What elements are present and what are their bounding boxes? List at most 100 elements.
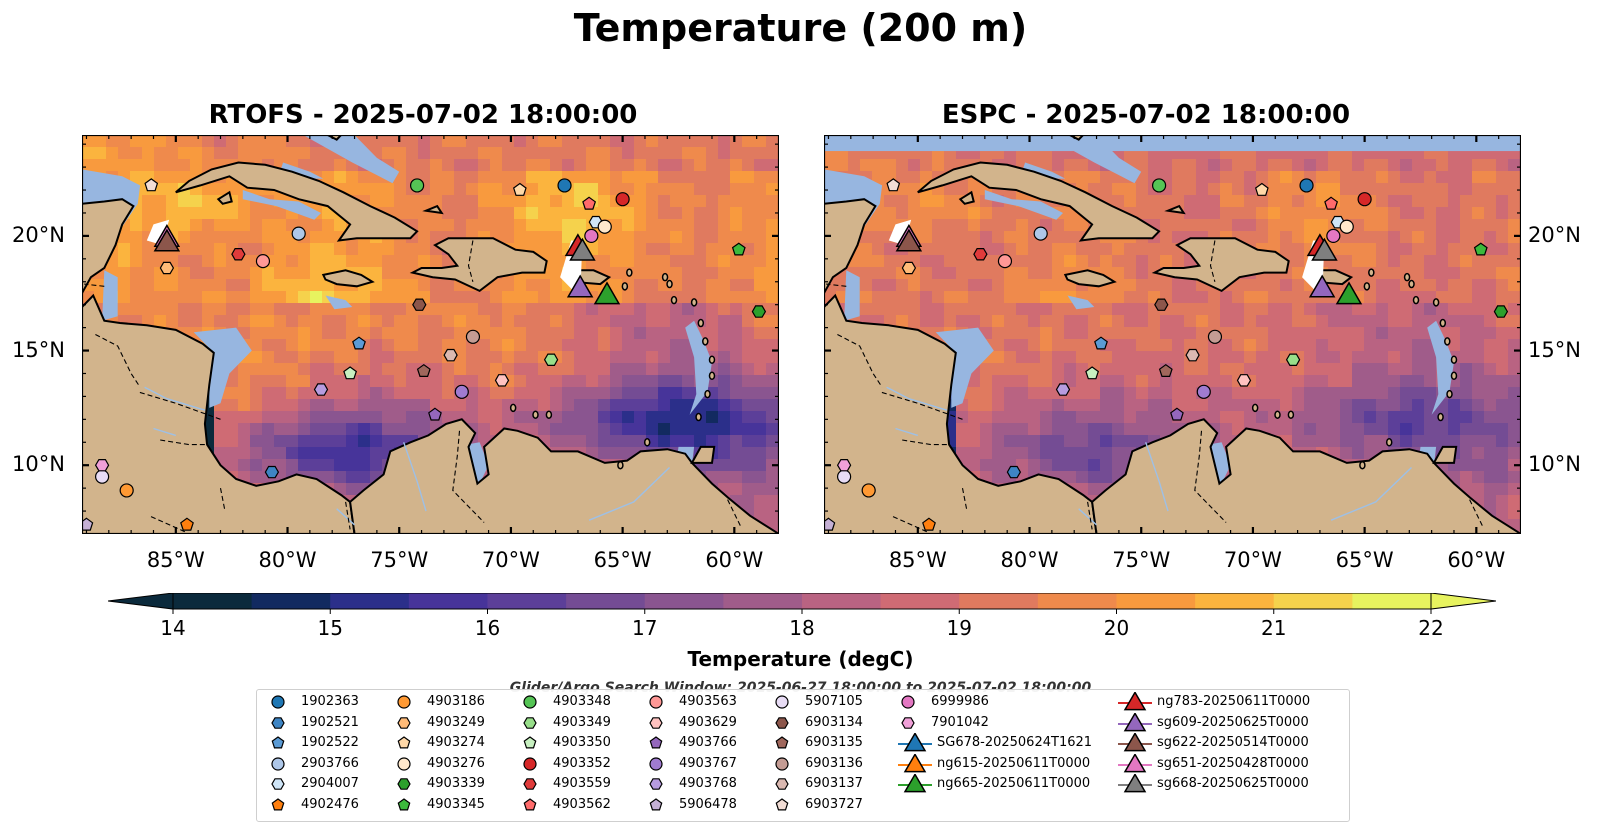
legend-label: 4903349 [553, 714, 611, 730]
map-svg-rtofs [82, 135, 779, 534]
argo-float-4903559 [231, 247, 246, 261]
y-tick-label-right: 20°N [1528, 222, 1581, 247]
country-border [452, 430, 485, 523]
legend-marker-icon [1118, 692, 1152, 711]
legend-label: sg622-20250514T0000 [1157, 735, 1309, 750]
legend-marker-icon [649, 778, 663, 790]
jamaica-pedro-bank [1067, 295, 1095, 310]
cuba-south-shelf [984, 190, 1063, 220]
legend-label: 2904007 [301, 776, 359, 791]
legend-label: SG678-20250624T1621 [937, 735, 1093, 750]
legend-marker [649, 797, 663, 810]
argo-float-4903767 [1196, 384, 1211, 399]
legend-label: 2903766 [301, 755, 359, 771]
colorbar-segment [566, 593, 646, 609]
argo-float-4903348 [1151, 178, 1167, 193]
river-line [1145, 442, 1169, 512]
island [626, 268, 633, 277]
argo-float-4903766 [1170, 407, 1184, 421]
legend-label: 6999986 [931, 694, 989, 709]
colorbar-tick-label: 16 [475, 616, 500, 640]
argo-float-5907105 [837, 469, 852, 484]
country-border [1194, 430, 1227, 523]
map-svg-espc [824, 135, 1521, 534]
colorbar-extend-high [1430, 593, 1496, 610]
country-border [160, 439, 205, 446]
river-line [895, 427, 919, 437]
argo-float-6999986 [584, 228, 599, 243]
legend-label: 4903766 [679, 735, 737, 750]
glider-sg668-20250625T0000 [569, 237, 596, 261]
island [708, 371, 716, 381]
legend-marker-icon [1118, 753, 1152, 772]
legend-marker-icon [1118, 774, 1152, 793]
legend-label: 4903276 [427, 755, 485, 771]
legend-label: 4903345 [427, 796, 485, 812]
legend-marker-icon [397, 797, 411, 810]
legend-label: 4902476 [301, 796, 359, 812]
argo-float-4903563 [255, 254, 271, 269]
river-line [153, 427, 177, 437]
legend-marker-icon [775, 797, 789, 810]
x-tick-label: 80°W [258, 548, 317, 572]
legend-marker-icon [397, 695, 411, 709]
colorbar-label: Temperature (degC) [687, 647, 914, 671]
argo-float-4903768 [313, 383, 329, 396]
legend-marker [775, 716, 789, 729]
x-tick-label: 65°W [1335, 548, 1394, 572]
legend-marker [397, 778, 411, 790]
legend-marker-icon [271, 695, 285, 709]
colorbar-extend-low [108, 593, 174, 610]
argo-float-6999986 [1326, 228, 1341, 243]
legend-marker-icon [271, 736, 285, 749]
legend-marker [1123, 753, 1147, 772]
argo-float-4903276 [597, 219, 612, 234]
colorbar-segment [644, 593, 724, 609]
country-border [837, 334, 883, 388]
legend-marker [775, 736, 789, 749]
legend-label: 4903352 [553, 755, 611, 771]
legend-label: 4903629 [679, 714, 737, 730]
legend-label: ng783-20250611T0000 [1157, 694, 1311, 709]
legend-marker-icon [397, 716, 411, 729]
legend-marker [649, 695, 663, 709]
belize-shelf [102, 270, 118, 321]
colorbar-segment [723, 593, 803, 609]
island [621, 282, 629, 291]
country-border [467, 240, 474, 282]
legend-marker-icon [523, 756, 537, 771]
island [702, 337, 709, 346]
legend-marker-icon [775, 695, 789, 709]
argo-float-6903135 [416, 363, 431, 377]
bahamas-bank [303, 135, 400, 184]
glider-sg668-20250625T0000 [1311, 237, 1338, 261]
legend-marker-icon [649, 797, 663, 810]
legend-label: sg668-20250625T0000 [1157, 776, 1309, 791]
legend-marker-icon [397, 736, 411, 749]
argo-float-4903768 [1055, 383, 1071, 396]
argo-float-6903136 [465, 329, 481, 344]
colorbar-segment [251, 593, 331, 609]
legend-label: 6903134 [805, 714, 863, 730]
y-tick-label-right: 15°N [1528, 337, 1581, 362]
colorbar-segment [1195, 593, 1275, 609]
isla-de-la-juventud-land [216, 190, 233, 205]
yucatan-land [82, 198, 135, 296]
argo-float-4903276 [1339, 219, 1354, 234]
legend-marker [271, 695, 285, 709]
river-line [886, 386, 948, 411]
island [708, 355, 716, 364]
map-panel-espc [824, 135, 1521, 534]
glider-sg622-20250514T0000 [895, 228, 923, 252]
legend-marker-icon [523, 716, 537, 729]
argo-float-4903629 [494, 374, 510, 387]
argo-float-4903349 [1285, 353, 1301, 366]
island [1363, 282, 1371, 291]
colorbar-tick-label: 22 [1418, 616, 1443, 640]
south-america-land [1091, 418, 1521, 534]
argo-float-6903727 [886, 178, 901, 192]
hispaniola-land [409, 237, 548, 293]
legend-label: 4903350 [553, 735, 611, 750]
x-tick-label: 85°W [888, 548, 947, 572]
